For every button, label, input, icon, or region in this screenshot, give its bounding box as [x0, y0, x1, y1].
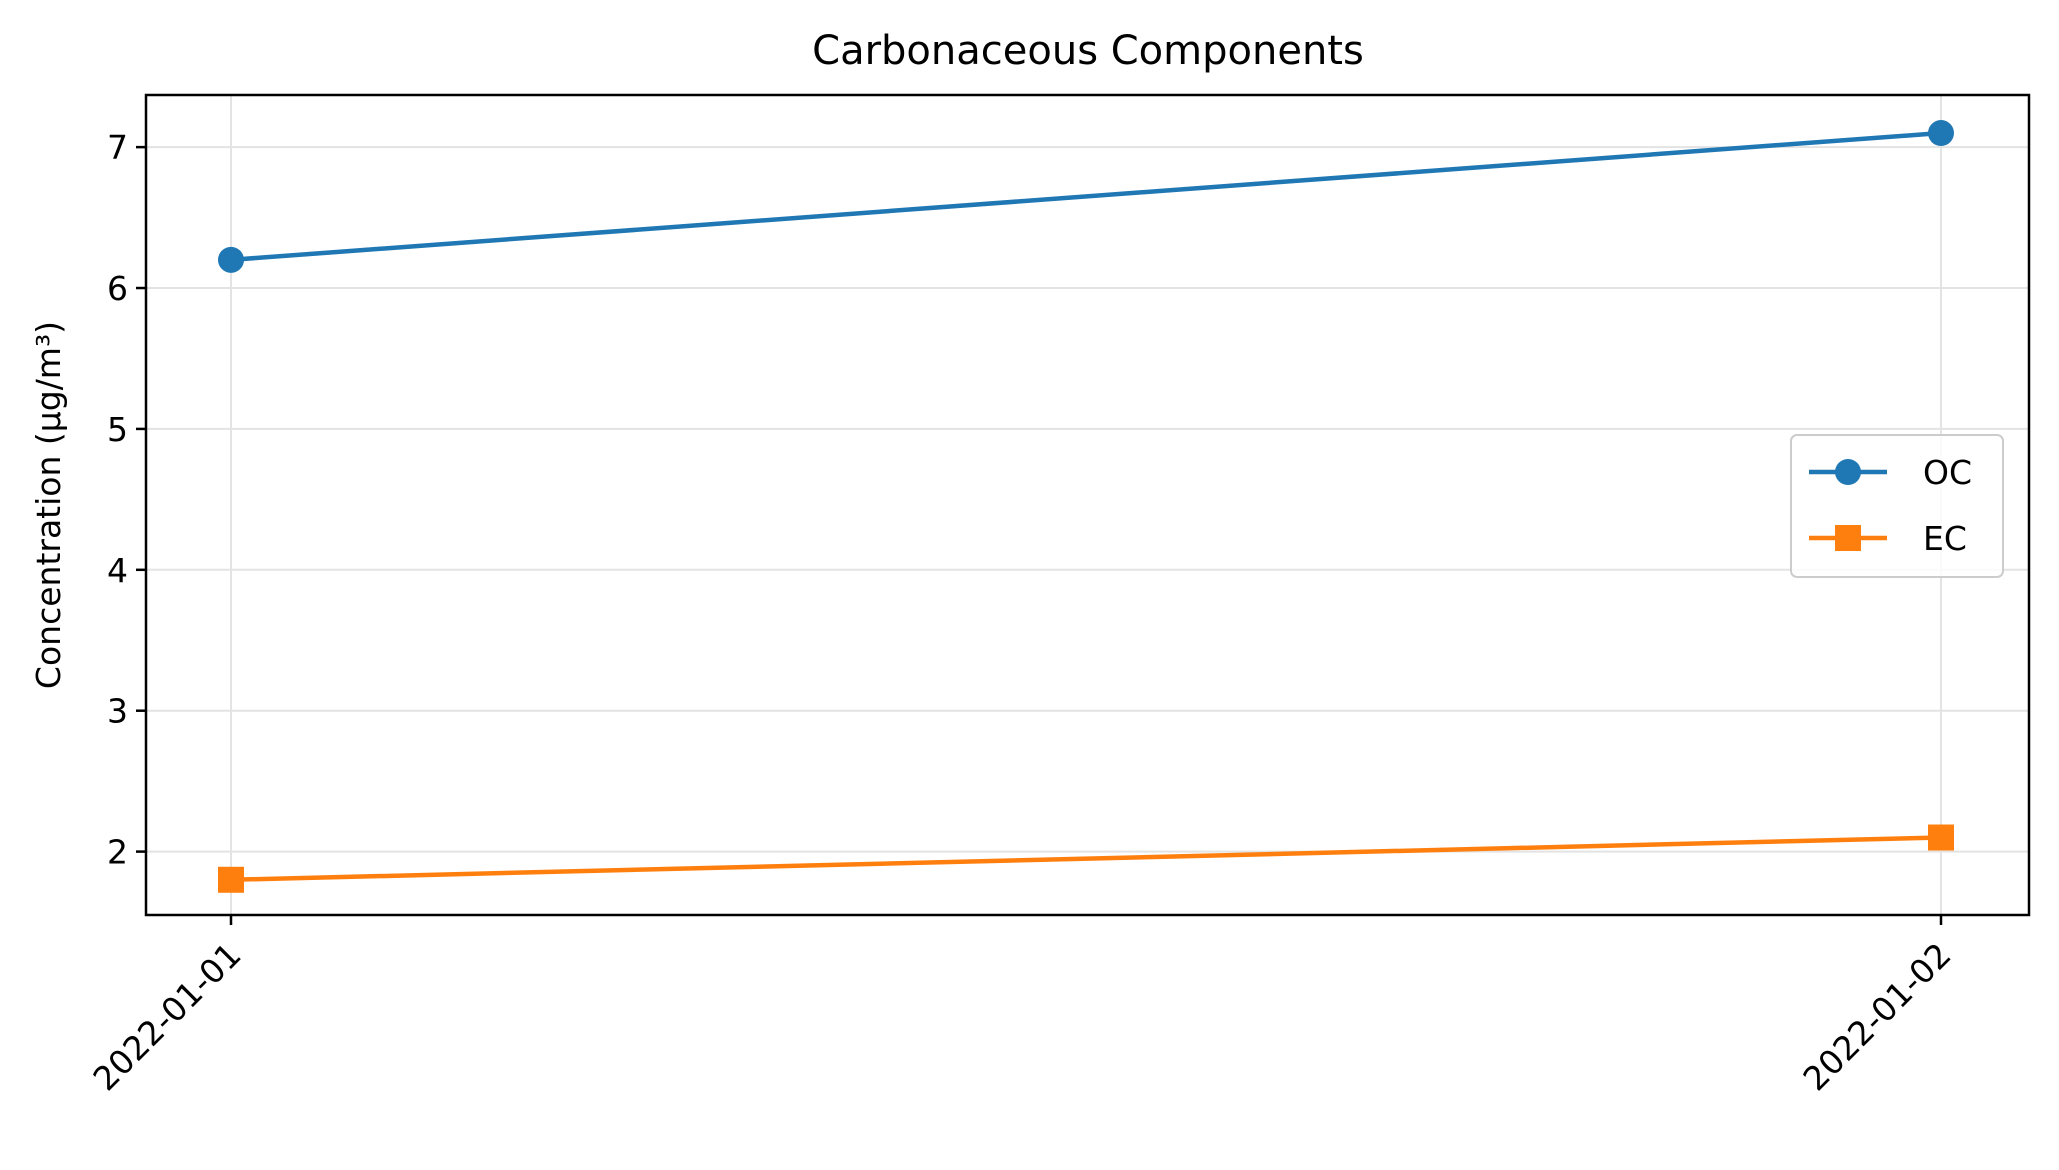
y-tick-label: 4 — [107, 551, 128, 590]
legend-label-oc: OC — [1923, 453, 1972, 492]
y-axis-label: Concentration (µg/m³) — [29, 321, 68, 689]
series-line-oc — [230, 130, 1942, 263]
y-tick-label: 6 — [107, 269, 128, 308]
y-tick-label: 2 — [107, 833, 128, 872]
y-tick-label: 7 — [107, 128, 128, 167]
series-line-ec — [230, 835, 1942, 883]
series-layer — [218, 120, 1954, 893]
data-point-oc — [218, 246, 244, 273]
chart-title: Carbonaceous Components — [812, 28, 1364, 74]
y-tick-label: 5 — [107, 410, 128, 449]
data-point-ec — [1928, 824, 1954, 851]
y-axis: 2 3 4 5 6 7 — [107, 128, 146, 872]
legend-label-ec: EC — [1923, 519, 1967, 558]
legend: OC EC — [1790, 434, 2004, 578]
legend-marker-ec — [1835, 525, 1861, 551]
grid — [146, 95, 2029, 915]
legend-marker-oc — [1835, 459, 1861, 485]
data-point-oc — [1928, 120, 1954, 147]
y-tick-label: 3 — [107, 692, 128, 731]
plot-frame — [144, 93, 2031, 917]
data-point-ec — [218, 866, 244, 893]
